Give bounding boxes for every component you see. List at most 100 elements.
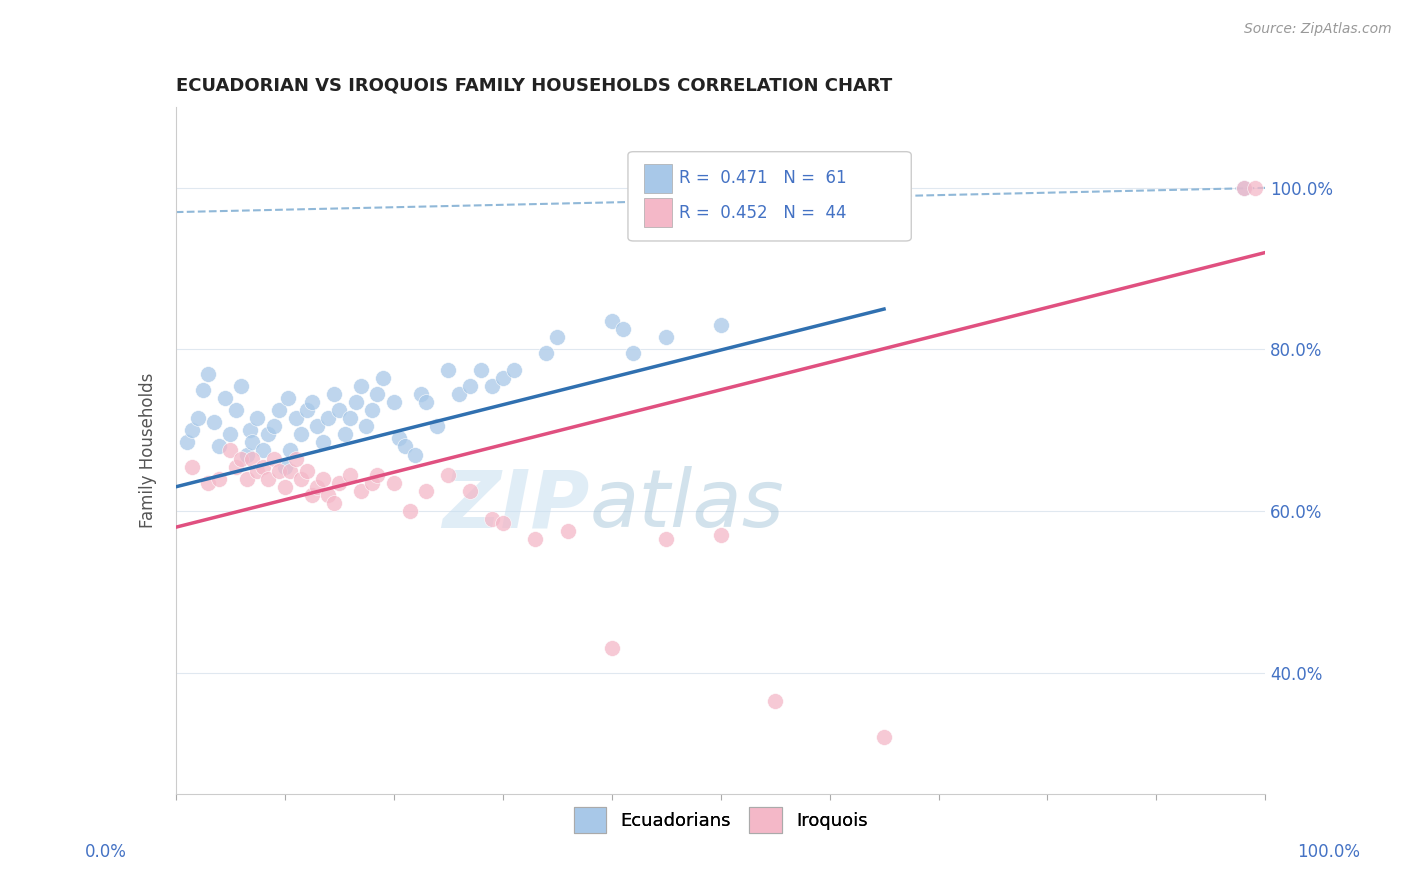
Text: Source: ZipAtlas.com: Source: ZipAtlas.com bbox=[1244, 22, 1392, 37]
Point bbox=[470, 362, 492, 376]
Text: R =  0.471   N =  61: R = 0.471 N = 61 bbox=[679, 169, 846, 187]
Point bbox=[524, 533, 547, 547]
Point bbox=[186, 411, 209, 425]
Point bbox=[278, 464, 301, 478]
Point bbox=[176, 435, 198, 450]
Point bbox=[344, 395, 367, 409]
Point bbox=[312, 472, 335, 486]
Point bbox=[1243, 181, 1265, 195]
Point bbox=[240, 451, 263, 466]
Point bbox=[1233, 181, 1256, 195]
Point bbox=[350, 379, 373, 393]
Point bbox=[290, 427, 312, 442]
Point bbox=[269, 403, 291, 417]
Point bbox=[1233, 181, 1256, 195]
Point bbox=[534, 346, 557, 360]
Point bbox=[301, 395, 323, 409]
Point bbox=[546, 330, 568, 344]
Point bbox=[301, 488, 323, 502]
Point bbox=[873, 731, 896, 745]
Text: ZIP: ZIP bbox=[443, 467, 591, 544]
Point bbox=[458, 379, 481, 393]
Point bbox=[252, 459, 274, 474]
Point bbox=[366, 387, 388, 401]
Point bbox=[290, 472, 312, 486]
Point bbox=[366, 467, 388, 482]
Text: R =  0.452   N =  44: R = 0.452 N = 44 bbox=[679, 203, 846, 222]
Point bbox=[655, 533, 678, 547]
Point bbox=[181, 459, 204, 474]
Point bbox=[295, 464, 318, 478]
Text: ECUADORIAN VS IROQUOIS FAMILY HOUSEHOLDS CORRELATION CHART: ECUADORIAN VS IROQUOIS FAMILY HOUSEHOLDS… bbox=[176, 77, 891, 95]
Point bbox=[197, 367, 219, 381]
Point bbox=[322, 387, 344, 401]
Point bbox=[458, 483, 481, 498]
Point bbox=[600, 641, 623, 656]
Point bbox=[295, 403, 318, 417]
FancyBboxPatch shape bbox=[644, 164, 672, 193]
Point bbox=[361, 403, 384, 417]
Point bbox=[502, 362, 524, 376]
Point bbox=[437, 362, 460, 376]
Point bbox=[197, 475, 219, 490]
Point bbox=[269, 464, 291, 478]
Point bbox=[328, 403, 350, 417]
Point bbox=[405, 448, 427, 462]
Point bbox=[333, 427, 356, 442]
Point bbox=[447, 387, 470, 401]
Point bbox=[481, 512, 503, 526]
Point bbox=[235, 448, 257, 462]
Text: atlas: atlas bbox=[591, 467, 785, 544]
Point bbox=[388, 431, 411, 445]
Point bbox=[257, 427, 280, 442]
Point bbox=[356, 419, 378, 434]
Point bbox=[246, 464, 269, 478]
Point bbox=[399, 504, 422, 518]
Point bbox=[350, 483, 373, 498]
Point bbox=[284, 411, 307, 425]
Point bbox=[252, 443, 274, 458]
Point bbox=[492, 516, 515, 531]
FancyBboxPatch shape bbox=[644, 198, 672, 227]
Point bbox=[415, 395, 437, 409]
Point bbox=[426, 419, 449, 434]
Point bbox=[225, 403, 247, 417]
Point bbox=[202, 415, 225, 429]
Point bbox=[274, 480, 297, 494]
Point bbox=[225, 459, 247, 474]
Text: 0.0%: 0.0% bbox=[84, 843, 127, 861]
Point bbox=[710, 318, 733, 333]
Point bbox=[318, 411, 340, 425]
Point bbox=[231, 379, 253, 393]
Point bbox=[208, 439, 231, 453]
Point bbox=[278, 443, 301, 458]
Y-axis label: Family Households: Family Households bbox=[139, 373, 157, 528]
Point bbox=[239, 423, 262, 437]
Point bbox=[181, 423, 204, 437]
Point bbox=[219, 443, 242, 458]
Point bbox=[263, 451, 285, 466]
Point bbox=[328, 475, 350, 490]
Point bbox=[312, 435, 335, 450]
Point bbox=[231, 451, 253, 466]
FancyBboxPatch shape bbox=[628, 152, 911, 241]
Point bbox=[339, 467, 361, 482]
Point bbox=[361, 475, 384, 490]
Point bbox=[235, 472, 257, 486]
Point bbox=[557, 524, 579, 539]
Point bbox=[246, 411, 269, 425]
Text: 100.0%: 100.0% bbox=[1298, 843, 1360, 861]
Point bbox=[409, 387, 432, 401]
Point bbox=[437, 467, 460, 482]
Point bbox=[277, 391, 299, 405]
Point bbox=[219, 427, 242, 442]
Point bbox=[481, 379, 503, 393]
Legend: Ecuadorians, Iroquois: Ecuadorians, Iroquois bbox=[567, 800, 875, 839]
Point bbox=[415, 483, 437, 498]
Point bbox=[274, 459, 297, 474]
Point bbox=[382, 475, 405, 490]
Point bbox=[492, 370, 515, 384]
Point bbox=[214, 391, 236, 405]
Point bbox=[322, 496, 344, 510]
Point bbox=[307, 419, 329, 434]
